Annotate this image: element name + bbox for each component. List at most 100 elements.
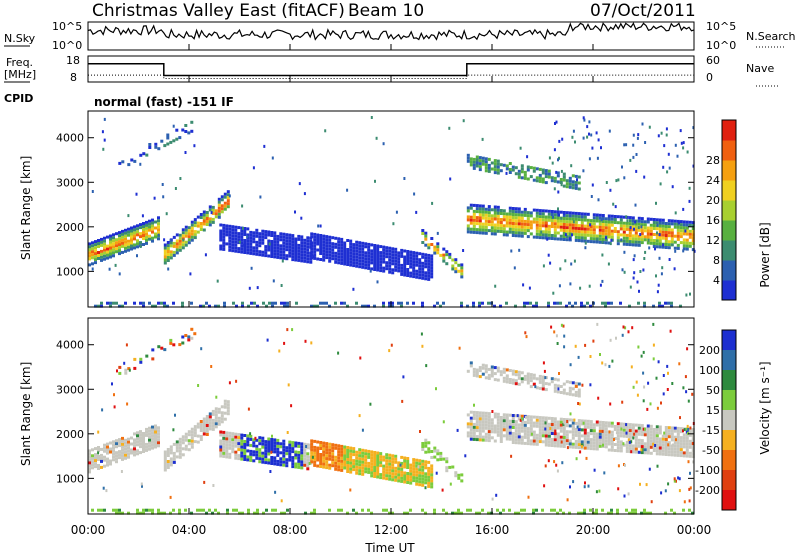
power-cell bbox=[249, 233, 253, 237]
velocity-cell bbox=[529, 421, 533, 425]
velocity-noise bbox=[601, 361, 604, 365]
power-cell bbox=[637, 219, 641, 223]
velocity-cell bbox=[559, 423, 563, 427]
power-cell bbox=[166, 259, 170, 262]
velocity-cell bbox=[112, 452, 115, 456]
power-cell bbox=[529, 226, 533, 230]
power-cell bbox=[255, 231, 259, 235]
colorbar-tick-label: -15 bbox=[702, 424, 720, 437]
power-cell bbox=[565, 304, 568, 308]
power-cell bbox=[604, 220, 608, 224]
velocity-cell bbox=[640, 424, 644, 428]
velocity-cell bbox=[601, 508, 604, 512]
power-noise bbox=[370, 116, 373, 119]
velocity-noise bbox=[662, 392, 665, 396]
power-cell bbox=[225, 227, 229, 231]
velocity-cell bbox=[199, 429, 203, 432]
power-cell bbox=[133, 225, 136, 229]
power-cell bbox=[325, 238, 329, 242]
velocity-cell bbox=[637, 438, 641, 442]
velocity-noise bbox=[543, 484, 546, 488]
power-cell bbox=[88, 263, 91, 267]
power-cell bbox=[175, 137, 179, 141]
power-cell bbox=[208, 220, 212, 224]
velocity-noise bbox=[660, 491, 663, 495]
power-cell bbox=[205, 301, 208, 305]
power-cell bbox=[598, 231, 602, 235]
power-cell bbox=[607, 214, 611, 218]
power-cell bbox=[553, 237, 557, 241]
power-cell bbox=[661, 218, 665, 222]
power-cell bbox=[151, 236, 154, 240]
power-cell bbox=[565, 235, 569, 239]
power-cell bbox=[625, 242, 629, 246]
power-cell bbox=[240, 244, 244, 248]
power-noise bbox=[193, 144, 196, 148]
velocity-cell bbox=[496, 369, 500, 373]
velocity-cell bbox=[234, 441, 238, 445]
power-cell bbox=[193, 236, 197, 240]
power-cell bbox=[130, 247, 133, 251]
velocity-cell bbox=[313, 439, 317, 443]
velocity-cell bbox=[418, 462, 422, 466]
velocity-cell bbox=[553, 420, 557, 424]
power-cell bbox=[118, 304, 121, 308]
velocity-noise bbox=[643, 385, 646, 389]
power-cell bbox=[349, 245, 353, 249]
power-cell bbox=[282, 241, 286, 245]
velocity-cell bbox=[217, 410, 221, 414]
power-cell bbox=[361, 253, 365, 257]
velocity-cell bbox=[157, 426, 160, 430]
velocity-cell bbox=[424, 460, 428, 464]
power-cell bbox=[343, 241, 347, 245]
power-cell bbox=[637, 243, 641, 247]
velocity-cell bbox=[610, 508, 613, 512]
power-cell bbox=[163, 301, 166, 305]
power-cell bbox=[130, 235, 133, 239]
velocity-cell bbox=[517, 435, 521, 439]
velocity-cell bbox=[264, 455, 268, 459]
power-noise bbox=[169, 239, 172, 243]
velocity-cell bbox=[234, 450, 238, 454]
velocity-noise bbox=[311, 455, 314, 459]
power-cell bbox=[601, 223, 605, 226]
velocity-cell bbox=[190, 439, 194, 443]
velocity-cell bbox=[658, 446, 662, 450]
power-cell bbox=[397, 251, 401, 255]
velocity-cell bbox=[589, 426, 593, 430]
power-cell bbox=[511, 231, 515, 234]
power-cell bbox=[297, 243, 301, 247]
power-cell bbox=[316, 239, 320, 243]
power-cell bbox=[472, 301, 475, 305]
power-cell bbox=[109, 255, 112, 259]
power-cell bbox=[352, 252, 356, 256]
velocity-cell bbox=[487, 418, 491, 422]
velocity-cell bbox=[388, 511, 391, 515]
power-cell bbox=[475, 155, 479, 159]
velocity-cell bbox=[667, 426, 671, 430]
velocity-cell bbox=[325, 457, 329, 461]
colorbar-tick-label: 20 bbox=[706, 194, 720, 207]
power-cell bbox=[619, 233, 623, 237]
velocity-cell bbox=[379, 473, 383, 477]
velocity-cell bbox=[460, 479, 464, 483]
velocity-cell bbox=[619, 431, 623, 435]
velocity-cell bbox=[481, 411, 485, 415]
velocity-cell bbox=[231, 444, 235, 448]
velocity-cell bbox=[288, 440, 292, 444]
power-cell bbox=[535, 167, 539, 171]
velocity-cell bbox=[502, 379, 506, 383]
power-cell bbox=[391, 268, 395, 272]
velocity-cell bbox=[270, 438, 274, 441]
power-cell bbox=[592, 222, 596, 226]
velocity-cell bbox=[475, 374, 479, 378]
velocity-cell bbox=[478, 426, 482, 430]
velocity-cell bbox=[346, 449, 350, 452]
power-cell bbox=[691, 242, 695, 246]
power-cell bbox=[142, 301, 145, 305]
power-cell bbox=[340, 252, 344, 256]
velocity-cell bbox=[286, 508, 289, 512]
power-cell bbox=[241, 301, 244, 305]
power-cell bbox=[424, 274, 428, 278]
velocity-cell bbox=[337, 462, 341, 466]
